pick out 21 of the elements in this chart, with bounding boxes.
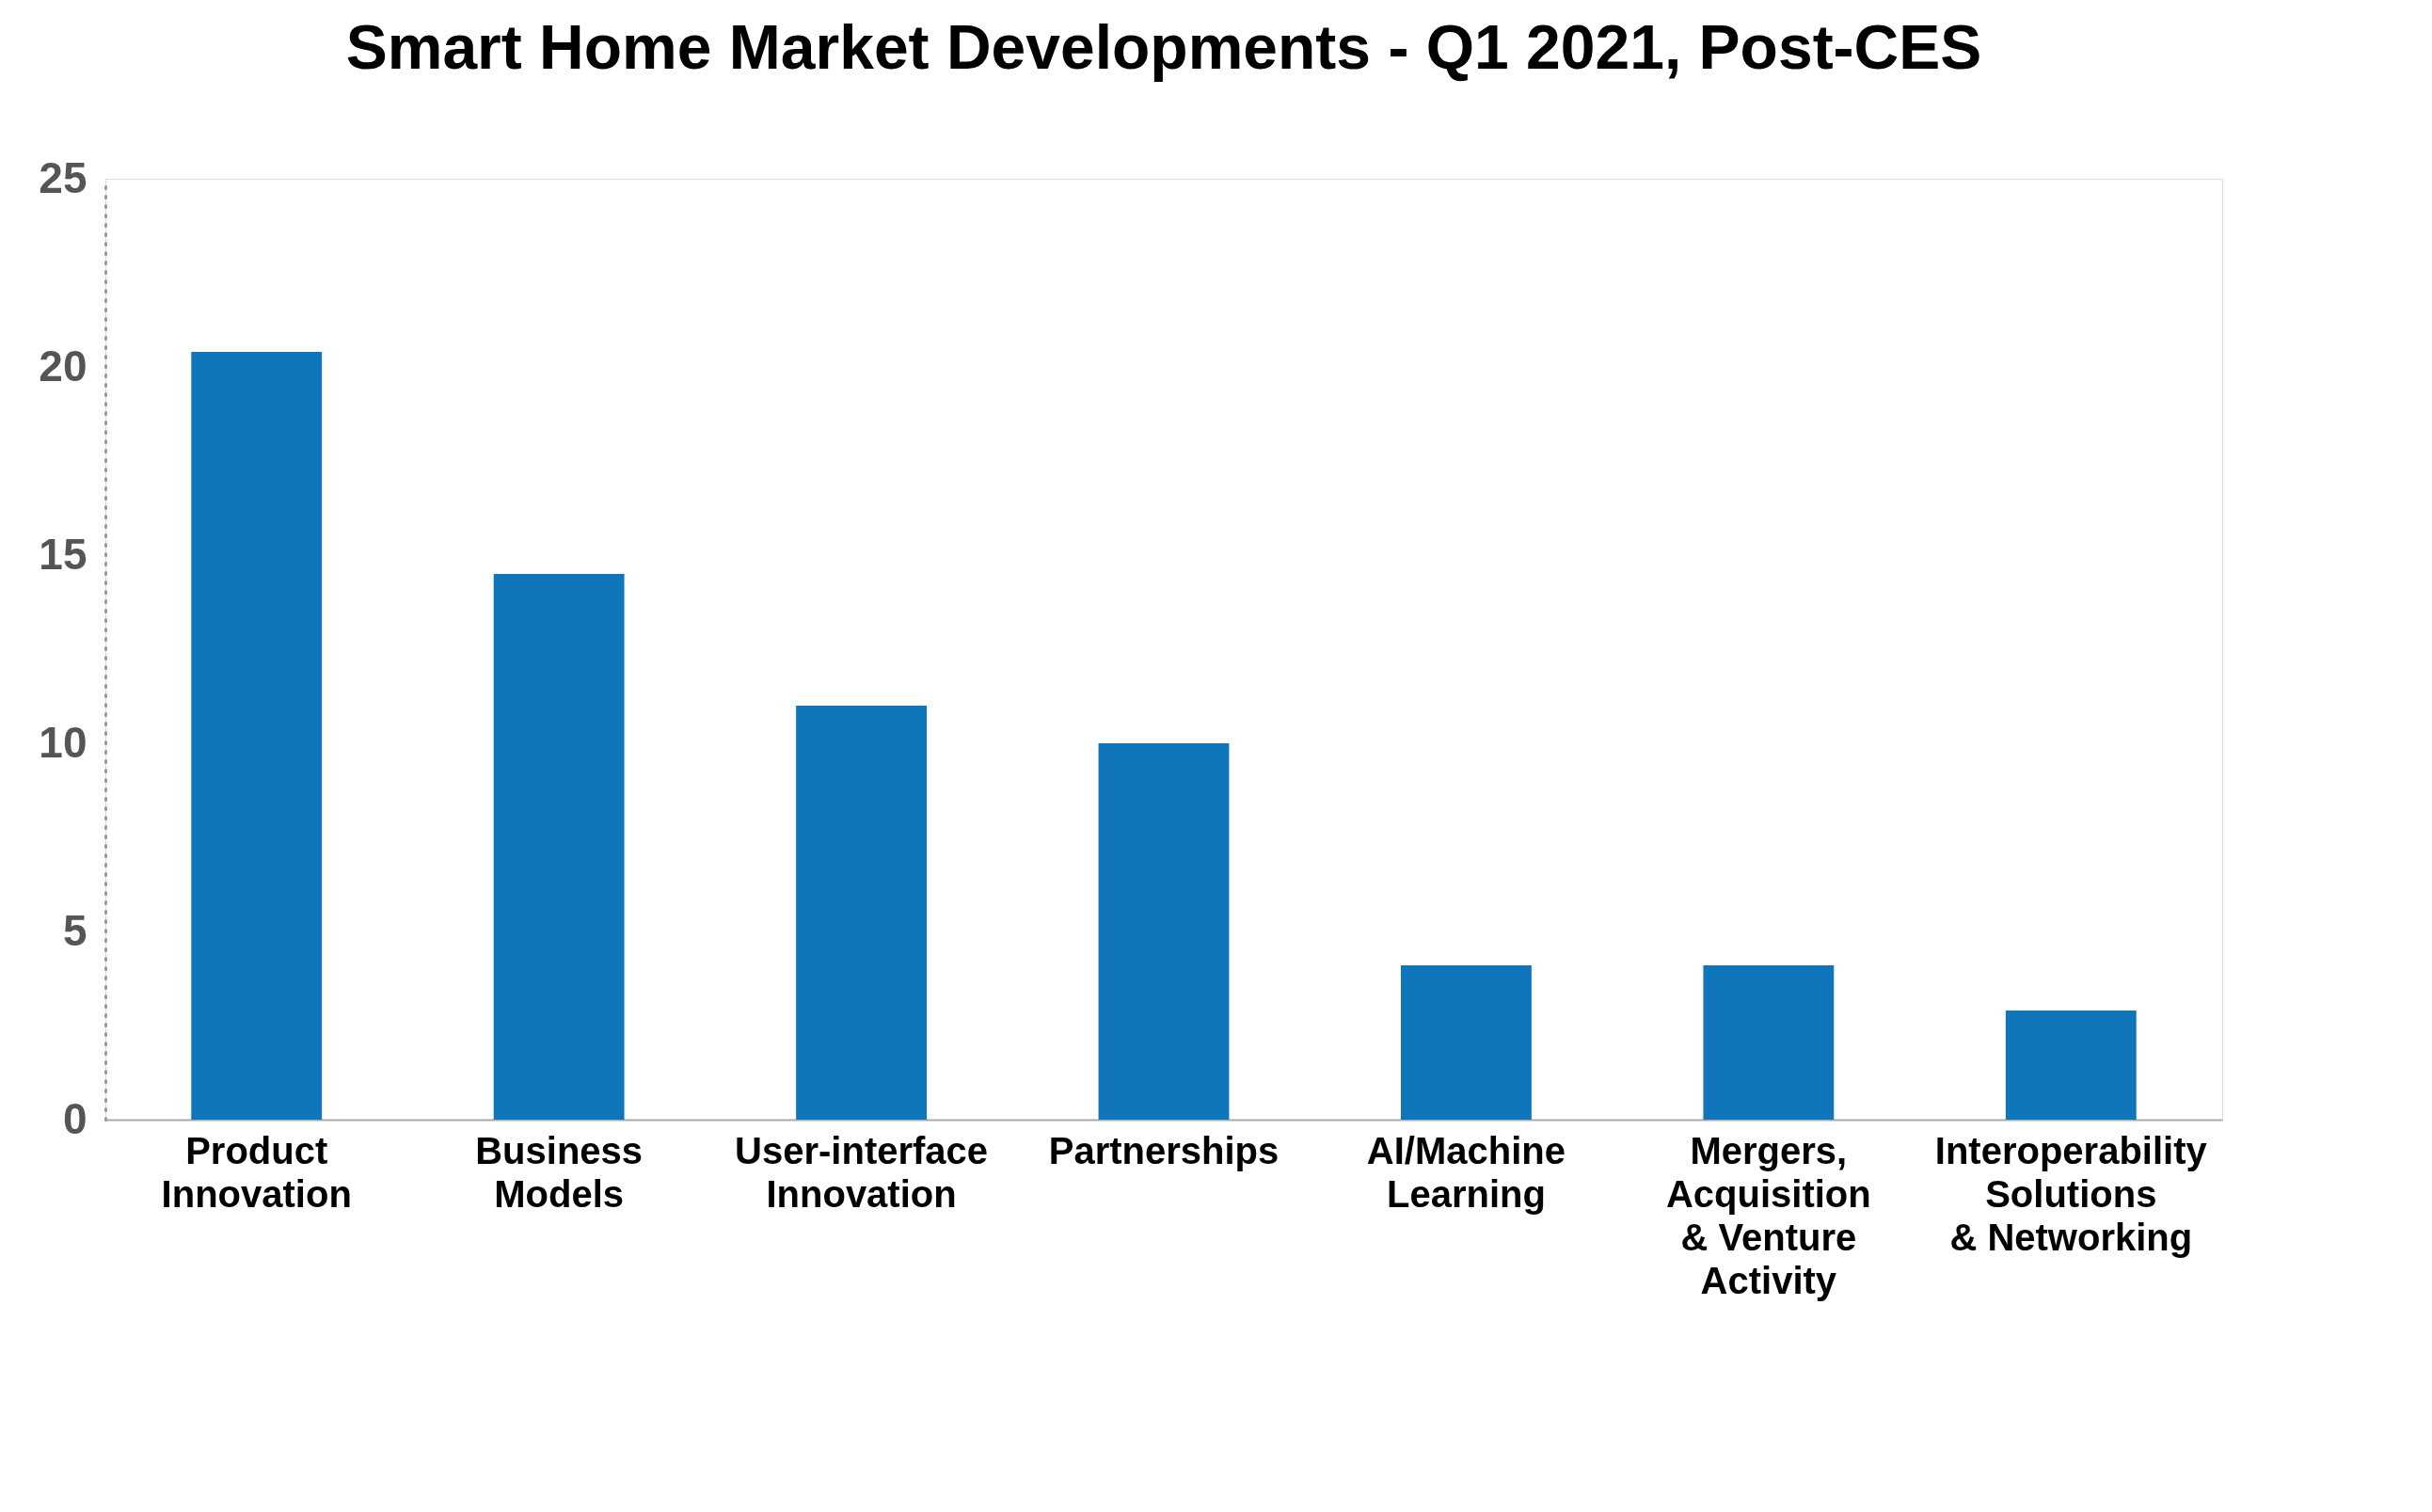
x-tick-label: Product Innovation: [161, 1129, 352, 1215]
x-tick-label: AI/Machine Learning: [1366, 1129, 1566, 1215]
bar: [1401, 965, 1532, 1120]
x-tick-label: Business Models: [475, 1129, 644, 1215]
y-tick-label: 25: [39, 152, 87, 202]
bar: [493, 574, 625, 1120]
y-tick-label: 20: [39, 341, 87, 390]
x-tick-label: Partnerships: [1048, 1129, 1280, 1171]
bar: [2005, 1011, 2137, 1120]
x-tick-label: User-interface Innovation: [735, 1129, 989, 1215]
y-tick-label: 0: [62, 1093, 87, 1143]
x-tick-label: Mergers, Acquisition & Venture Activity: [1665, 1129, 1871, 1301]
bar: [191, 352, 323, 1120]
bar: [796, 706, 927, 1120]
bar: [1703, 965, 1835, 1120]
bar: [1098, 743, 1230, 1120]
y-tick-label: 10: [39, 717, 87, 767]
chart-title: Smart Home Market Developments - Q1 2021, Post-CES: [345, 12, 1982, 82]
y-tick-label: 5: [62, 905, 87, 955]
y-tick-label: 15: [39, 529, 87, 579]
x-tick-label: Interoperability Solutions & Networking: [1934, 1129, 2208, 1258]
